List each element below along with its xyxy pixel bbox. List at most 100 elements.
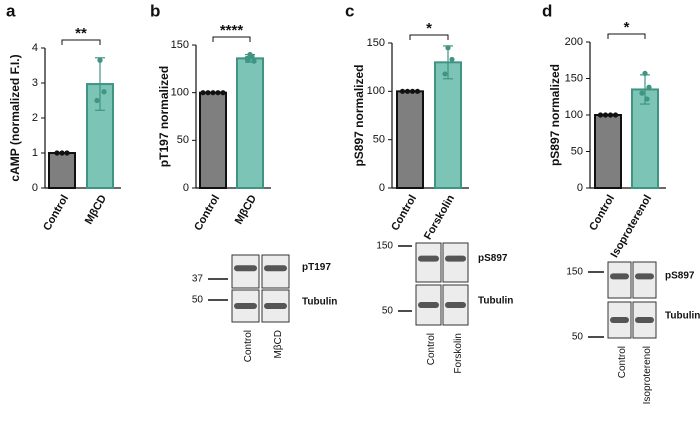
blot-band: [264, 265, 287, 272]
y-tick-label: 50: [373, 134, 385, 146]
y-tick-label: 0: [183, 182, 189, 194]
y-tick-label: 100: [367, 85, 385, 97]
blot-band: [445, 255, 466, 262]
marker-label: 37: [192, 274, 204, 285]
marker-label: 50: [572, 332, 584, 343]
bar: [199, 91, 227, 189]
significance-label: *: [426, 20, 432, 37]
protein-label: Tubulin: [302, 297, 337, 308]
protein-label: pT197: [302, 262, 331, 273]
data-point: [442, 71, 448, 77]
y-tick-label: 4: [32, 42, 38, 54]
significance-label: **: [75, 25, 87, 42]
protein-label: Tubulin: [478, 296, 513, 307]
x-tick-label: Isoproterenol: [609, 193, 655, 260]
blot-band: [610, 317, 629, 323]
y-tick-label: 150: [367, 37, 385, 49]
blot-panel: [607, 261, 632, 299]
y-tick-label: 50: [571, 145, 583, 157]
blot-band: [610, 273, 629, 280]
blot-band: [264, 303, 287, 309]
y-tick-label: 200: [565, 36, 583, 48]
data-point: [245, 57, 251, 63]
blot-panel: [632, 261, 657, 299]
bar: [434, 61, 462, 189]
protein-label: pS897: [665, 271, 695, 282]
data-point: [642, 70, 648, 76]
data-point: [449, 56, 455, 63]
significance-bracket: [409, 34, 449, 40]
y-tick-label: 2: [32, 112, 38, 124]
bar: [236, 57, 264, 190]
x-tick-label: Control: [41, 193, 71, 233]
panel-letter: d: [542, 1, 552, 20]
data-point: [97, 57, 103, 63]
significance-bracket: [212, 36, 251, 42]
data-point: [414, 88, 421, 94]
data-point: [597, 112, 604, 118]
blot-band: [418, 255, 439, 262]
bar: [594, 114, 622, 189]
significance-bracket: [607, 33, 646, 39]
significance-label: *: [624, 19, 630, 36]
blot-band: [635, 273, 654, 280]
x-tick-label: Control: [389, 193, 419, 233]
x-tick-label: MβCD: [83, 193, 109, 227]
blot-band: [234, 265, 257, 272]
data-point: [205, 90, 211, 96]
lane-label: Forskolin: [453, 333, 464, 374]
y-tick-label: 50: [177, 134, 189, 146]
data-point: [602, 112, 609, 118]
data-point: [64, 150, 70, 156]
y-axis-label: pT197 normalized: [157, 66, 171, 167]
y-tick-label: 1: [32, 147, 38, 159]
y-tick-label: 0: [577, 182, 583, 194]
lane-label: Isoproterenol: [642, 346, 653, 404]
blot-panel: [261, 254, 290, 289]
x-tick-label: Forskolin: [422, 193, 457, 242]
data-point: [399, 88, 406, 94]
blot-band: [635, 317, 654, 323]
y-tick-label: 150: [171, 39, 189, 51]
y-tick-label: 100: [171, 87, 189, 99]
data-point: [639, 90, 645, 96]
blot-band: [445, 302, 466, 308]
blot-band: [418, 302, 439, 308]
data-point: [54, 150, 60, 156]
data-point: [59, 150, 65, 156]
data-point: [210, 90, 216, 96]
data-point: [101, 89, 107, 95]
data-point: [404, 88, 411, 94]
data-point: [644, 96, 650, 102]
x-tick-label: Control: [587, 193, 617, 233]
blot-panel: [231, 254, 260, 289]
significance-label: ****: [220, 22, 244, 39]
marker-label: 50: [192, 295, 204, 306]
blot-panel: [442, 242, 469, 283]
bar: [48, 152, 76, 189]
panel-letter: b: [150, 1, 160, 20]
data-point: [215, 90, 221, 96]
data-point: [251, 58, 257, 64]
y-tick-label: 3: [32, 77, 38, 89]
protein-label: Tubulin: [665, 311, 700, 322]
bar: [396, 90, 424, 189]
data-point: [249, 53, 255, 60]
blot-panel: [415, 242, 442, 283]
data-point: [612, 112, 619, 118]
data-point: [220, 90, 226, 96]
x-tick-label: MβCD: [233, 193, 259, 227]
lane-label: Control: [426, 333, 437, 365]
panel-letter: c: [345, 1, 354, 20]
data-point: [200, 90, 206, 96]
data-point: [94, 97, 100, 104]
data-point: [409, 88, 416, 94]
data-point: [445, 45, 451, 51]
x-tick-label: Control: [192, 193, 222, 233]
data-point: [607, 112, 614, 118]
y-tick-label: 150: [565, 72, 583, 84]
lane-label: Control: [617, 346, 628, 378]
protein-label: pS897: [478, 253, 508, 264]
marker-label: 50: [382, 306, 394, 317]
